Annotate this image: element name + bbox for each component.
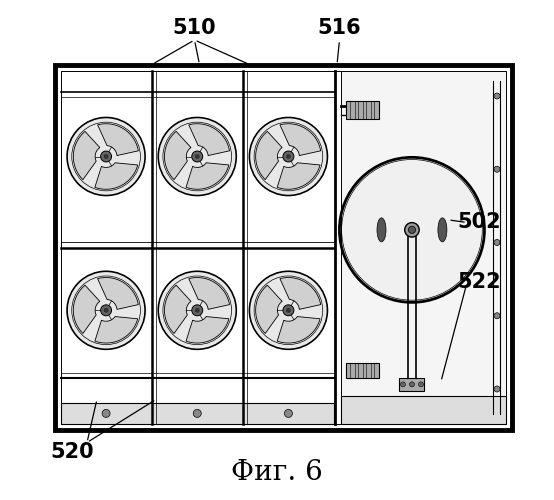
Circle shape [340,158,484,302]
Ellipse shape [438,218,447,242]
Polygon shape [277,163,320,190]
Circle shape [250,272,326,348]
Bar [346,102,378,119]
Polygon shape [98,124,138,156]
Circle shape [283,151,294,162]
Text: 510: 510 [173,18,216,38]
Text: 520: 520 [50,442,94,462]
Polygon shape [189,124,229,156]
Bar [366,102,371,119]
Circle shape [68,118,144,194]
Circle shape [192,305,203,316]
Bar [341,71,506,424]
Circle shape [283,305,294,316]
Circle shape [418,382,423,387]
Circle shape [284,410,293,418]
Bar [60,71,506,424]
Text: 522: 522 [458,272,501,292]
Circle shape [408,226,416,234]
Circle shape [494,93,500,99]
Bar [341,396,506,424]
Circle shape [409,382,414,387]
Circle shape [195,308,199,313]
Circle shape [286,154,291,159]
Polygon shape [73,132,100,180]
Bar [358,102,363,119]
Polygon shape [186,316,229,343]
Bar [358,362,363,378]
Bar [374,102,379,119]
Circle shape [192,151,203,162]
Polygon shape [255,285,282,334]
Polygon shape [73,285,100,334]
Polygon shape [95,163,138,190]
Circle shape [401,382,406,387]
Circle shape [494,386,500,392]
Circle shape [160,118,235,194]
Circle shape [405,222,419,237]
Text: 516: 516 [317,18,361,38]
Bar [374,362,379,378]
Circle shape [104,308,109,313]
Polygon shape [277,316,320,343]
Ellipse shape [377,218,386,242]
Polygon shape [280,278,321,310]
Bar [366,362,371,378]
Circle shape [494,240,500,246]
Bar [60,403,334,424]
Polygon shape [98,278,138,310]
Polygon shape [255,132,282,180]
Text: 502: 502 [458,212,501,233]
Bar [399,378,424,390]
Circle shape [102,410,110,418]
Circle shape [286,308,291,313]
Circle shape [494,313,500,319]
Circle shape [101,151,111,162]
Polygon shape [280,124,321,156]
Circle shape [104,154,109,159]
Circle shape [494,166,500,172]
Polygon shape [165,132,191,180]
Polygon shape [95,316,138,343]
Bar [54,65,512,430]
Circle shape [160,272,235,348]
Bar [346,362,378,378]
Circle shape [101,305,111,316]
Polygon shape [186,163,229,190]
Circle shape [195,154,199,159]
Bar [350,102,355,119]
Polygon shape [189,278,229,310]
Polygon shape [165,285,191,334]
Text: Фиг. 6: Фиг. 6 [231,459,323,486]
Circle shape [193,410,201,418]
Bar [350,362,355,378]
Circle shape [68,272,144,348]
Circle shape [250,118,326,194]
